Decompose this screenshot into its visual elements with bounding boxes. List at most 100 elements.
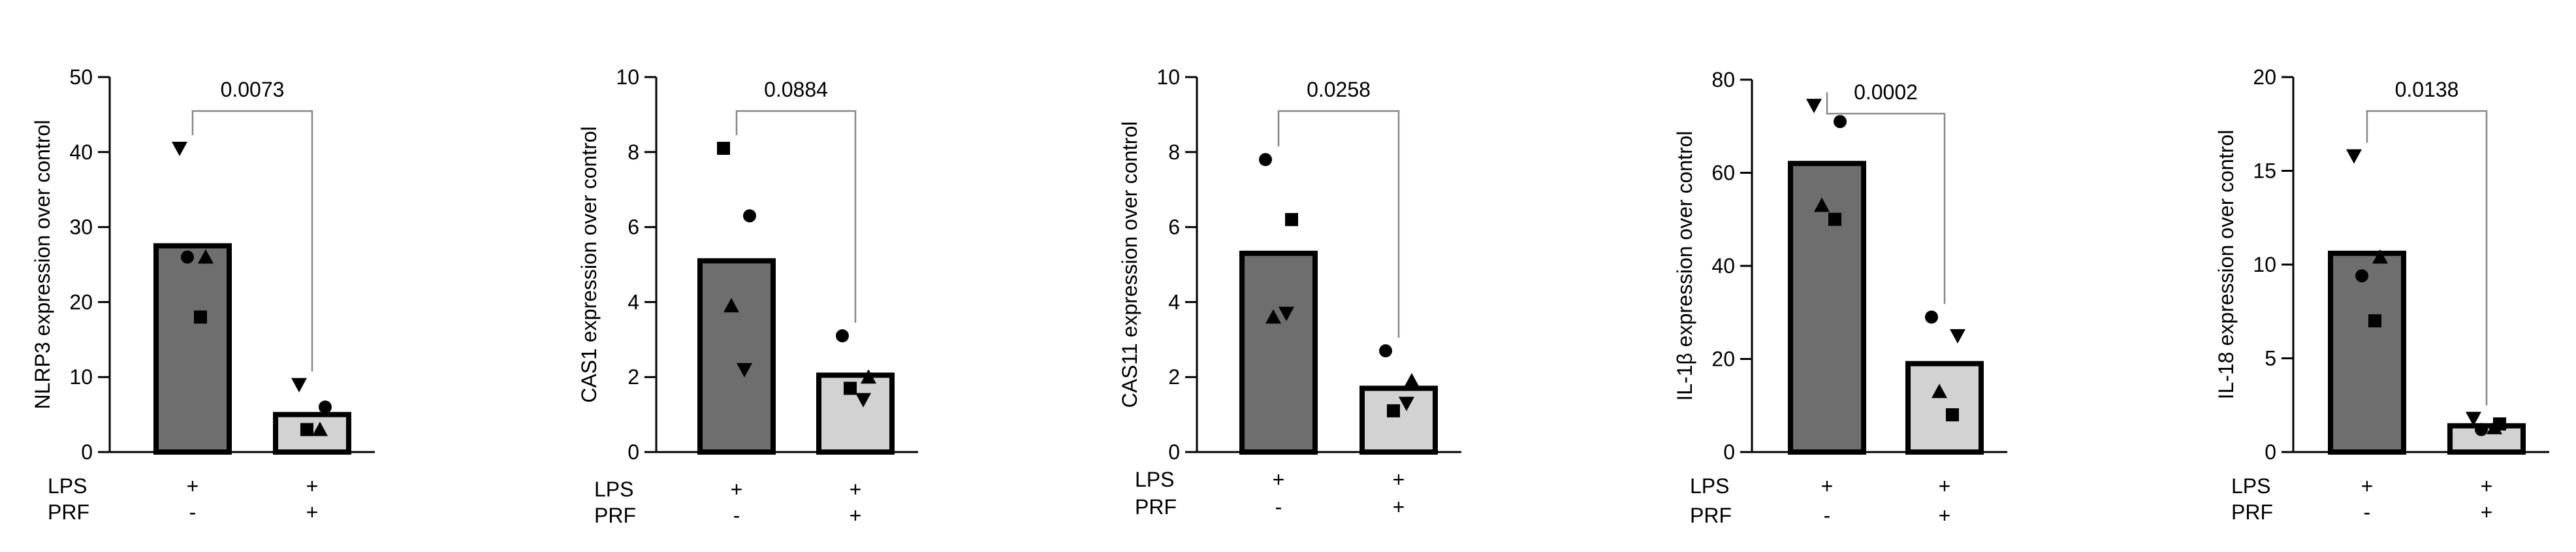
significance-bracket — [2366, 110, 2488, 406]
data-point-circle — [1925, 310, 1938, 324]
y-tick-label: 15 — [2253, 159, 2276, 183]
condition-label: LPS — [1135, 468, 1174, 491]
p-value-label: 0.0002 — [1854, 80, 1918, 104]
y-tick-label: 0 — [628, 440, 639, 464]
y-tick-label: 10 — [1156, 65, 1180, 89]
data-point-triangle — [312, 421, 328, 436]
bar-1 — [697, 258, 776, 455]
y-tick-label: 2 — [628, 365, 639, 389]
y-tick-label: 5 — [2265, 347, 2276, 370]
condition-mark: + — [850, 478, 862, 501]
condition-label: PRF — [2231, 500, 2273, 524]
panel-2: 0 2 4 6 8 10 CAS1 expression over control 0.088… — [577, 65, 918, 527]
bar-1 — [1239, 250, 1318, 455]
data-point-square — [300, 423, 313, 436]
y-tick-label: 4 — [628, 290, 639, 314]
data-point-triangle-down — [2346, 149, 2362, 164]
condition-label: PRF — [1690, 504, 1732, 527]
condition-mark: - — [1275, 495, 1282, 519]
condition-label: PRF — [48, 500, 89, 524]
data-point-circle — [2355, 269, 2368, 283]
data-point-square — [1387, 404, 1400, 417]
data-point-square — [1946, 408, 1959, 421]
data-point-triangle — [198, 249, 214, 264]
condition-mark: + — [2481, 500, 2493, 524]
data-point-circle — [1834, 115, 1847, 129]
data-point-square — [194, 310, 207, 324]
bar-2 — [1905, 361, 1984, 455]
condition-mark: + — [1273, 468, 1285, 491]
y-tick-label: 0 — [1723, 440, 1735, 464]
data-point-triangle — [1404, 372, 1420, 387]
condition-mark: + — [1393, 468, 1405, 491]
data-point-triangle-down — [1950, 329, 1965, 344]
data-point-triangle — [724, 298, 739, 313]
y-tick-label: 4 — [1168, 290, 1180, 314]
y-tick-label: 0 — [1168, 440, 1180, 464]
p-value-label: 0.0073 — [221, 78, 285, 101]
condition-mark: + — [850, 504, 862, 527]
significance-bracket — [1277, 110, 1400, 338]
condition-label: PRF — [594, 504, 636, 527]
panel-3: 0 2 4 6 8 10 CAS11 expression over control 0.02… — [1118, 65, 1461, 519]
data-point-square — [2368, 314, 2381, 328]
condition-mark: + — [2481, 474, 2493, 498]
p-value-label: 0.0138 — [2395, 78, 2459, 101]
data-point-triangle-down — [1399, 397, 1414, 412]
y-tick-label: 2 — [1168, 365, 1180, 389]
condition-mark: + — [306, 474, 319, 498]
y-tick-label: 6 — [1168, 216, 1180, 239]
y-tick-label: 10 — [616, 65, 639, 89]
condition-mark: + — [2361, 474, 2374, 498]
condition-label: LPS — [2231, 474, 2270, 498]
data-point-circle — [836, 329, 849, 343]
condition-mark: + — [1821, 474, 1834, 498]
y-tick-label: 0 — [81, 440, 93, 464]
data-point-circle — [743, 209, 756, 223]
y-tick-label: 20 — [1711, 348, 1735, 371]
data-point-triangle-down — [1806, 99, 1822, 114]
data-point-triangle-down — [172, 142, 187, 157]
data-point-triangle-down — [291, 378, 307, 393]
data-point-circle — [319, 400, 332, 414]
y-tick-label: 80 — [1711, 68, 1735, 91]
significance-bracket — [191, 110, 313, 372]
panel-1: 0 10 20 30 40 50 NLRP3 expression over control… — [31, 65, 375, 524]
condition-mark: + — [1939, 474, 1951, 498]
data-point-triangle-down — [1279, 306, 1294, 321]
condition-mark: - — [1824, 504, 1831, 527]
y-axis-title: IL-18 expression over control — [2214, 130, 2238, 400]
y-axis-title: NLRP3 expression over control — [31, 120, 54, 410]
condition-label: PRF — [1135, 495, 1177, 519]
y-axis-title: CAS1 expression over control — [577, 126, 601, 402]
p-value-label: 0.0258 — [1307, 78, 1371, 101]
data-point-triangle — [2372, 249, 2388, 264]
panel-5: 0 5 10 15 20 IL-18 expression over control 0.0… — [2214, 65, 2549, 524]
y-tick-label: 20 — [2253, 65, 2276, 89]
data-point-circle — [1259, 153, 1272, 167]
y-tick-label: 40 — [69, 140, 93, 164]
bar-1 — [1788, 161, 1866, 455]
y-tick-label: 60 — [1711, 161, 1735, 185]
y-tick-label: 50 — [69, 65, 93, 89]
data-point-triangle — [1265, 309, 1281, 324]
bar-1 — [153, 243, 232, 455]
condition-mark: - — [189, 500, 197, 524]
condition-label: LPS — [1690, 474, 1729, 498]
significance-bracket — [735, 110, 857, 323]
bar-1 — [2328, 250, 2406, 455]
data-point-circle — [181, 250, 194, 264]
y-tick-label: 30 — [69, 216, 93, 239]
data-point-square — [717, 142, 730, 155]
condition-label: LPS — [48, 474, 87, 498]
y-tick-label: 10 — [2253, 253, 2276, 276]
data-point-triangle — [2487, 419, 2502, 434]
data-point-triangle-down — [855, 393, 871, 408]
y-tick-label: 6 — [628, 216, 639, 239]
y-tick-label: 20 — [69, 290, 93, 314]
data-point-triangle — [1814, 197, 1830, 212]
y-axis-title: IL-1β expression over control — [1673, 131, 1696, 400]
condition-mark: - — [733, 504, 740, 527]
condition-mark: + — [1393, 495, 1405, 519]
